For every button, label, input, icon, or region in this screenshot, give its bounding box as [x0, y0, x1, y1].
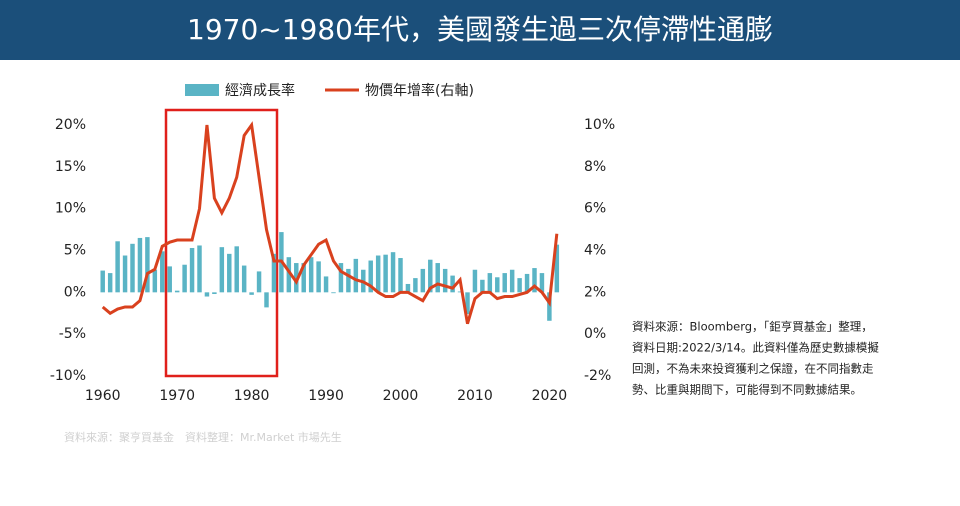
- bar: [346, 268, 351, 293]
- bar: [286, 257, 292, 293]
- bar: [174, 290, 180, 293]
- bar: [375, 255, 381, 293]
- y-tick-label: -10%: [50, 368, 86, 384]
- bar: [435, 263, 440, 293]
- bar: [442, 268, 448, 293]
- bar: [457, 291, 463, 293]
- bar: [107, 273, 113, 293]
- y-tick-label: 0%: [64, 284, 86, 300]
- y-tick-label: 15%: [55, 159, 86, 175]
- title-bar: [0, 0, 960, 60]
- bar: [547, 292, 552, 321]
- bar: [167, 266, 172, 293]
- y2-tick-label: 4%: [584, 243, 606, 259]
- bar: [241, 265, 247, 293]
- bar: [509, 269, 515, 293]
- bar: [413, 278, 418, 293]
- chart-title: 1970~1980年代，美國發生過三次停滯性通膨: [187, 13, 773, 46]
- bar: [227, 253, 232, 293]
- y2-tick-label: 2%: [584, 284, 606, 300]
- bar: [316, 261, 321, 293]
- bar: [271, 253, 277, 293]
- legend-label: 物價年增率(右軸): [365, 82, 474, 99]
- bar: [212, 292, 217, 295]
- highlight-box: [164, 108, 279, 378]
- note-line: 回測，不為未來投資獲利之保證，在不同指數走: [632, 362, 874, 376]
- note-line: 勢、比重與期間下，可能得到不同數據結果。: [632, 383, 862, 397]
- bar: [338, 263, 344, 293]
- bar: [517, 278, 522, 293]
- bar: [264, 292, 269, 308]
- bar: [502, 273, 507, 293]
- y2-tick-label: -2%: [584, 368, 611, 384]
- bar: [353, 258, 359, 293]
- legend-swatch: [185, 84, 219, 96]
- bar: [197, 245, 202, 293]
- bar: [405, 283, 411, 293]
- bar: [480, 279, 485, 293]
- bar: [100, 270, 105, 293]
- x-tick-label: 1960: [85, 388, 121, 404]
- bar: [204, 292, 210, 297]
- bar: [115, 241, 120, 293]
- y2-tick-label: 10%: [584, 117, 615, 133]
- bar: [160, 251, 165, 293]
- x-tick-label: 2020: [532, 388, 568, 404]
- line: [101, 121, 559, 325]
- bar: [122, 255, 128, 293]
- y-tick-label: -5%: [59, 326, 86, 342]
- y2-tick-label: 8%: [584, 159, 606, 175]
- bar: [390, 252, 396, 293]
- y-tick-label: 5%: [64, 243, 86, 259]
- x-tick-label: 2010: [457, 388, 493, 404]
- bar: [472, 269, 478, 293]
- bar: [495, 277, 500, 293]
- bar: [539, 273, 545, 293]
- bar: [301, 263, 306, 293]
- bar: [256, 271, 262, 293]
- bar: [294, 263, 299, 293]
- bar: [308, 257, 314, 293]
- bar: [152, 269, 158, 293]
- bar: [249, 292, 254, 295]
- bar: [450, 275, 455, 293]
- bar: [420, 268, 426, 293]
- y2-tick-label: 0%: [584, 326, 606, 342]
- y-tick-label: 20%: [55, 117, 86, 133]
- bar: [137, 237, 143, 293]
- bar: [487, 273, 493, 293]
- legend-label: 經濟成長率: [225, 82, 295, 99]
- note-line: 資料日期:2022/3/14。此資料僅為歷史數據模擬: [632, 341, 879, 355]
- x-tick-label: 1970: [159, 388, 195, 404]
- bar: [524, 273, 530, 293]
- bar: [130, 243, 135, 293]
- bar: [219, 247, 225, 293]
- source: 資料來源：聚亨買基金 資料整理：Mr.Market 市場先生: [64, 430, 342, 444]
- bar: [145, 237, 150, 293]
- bar: [331, 292, 336, 294]
- bar: [368, 260, 373, 293]
- bar: [182, 264, 187, 293]
- bar: [323, 276, 329, 293]
- note-line: 資料來源：Bloomberg，「鉅亨買基金」整理，: [632, 320, 873, 334]
- bar: [234, 246, 239, 293]
- y2-tick-label: 6%: [584, 201, 606, 217]
- bar: [532, 268, 537, 293]
- y-tick-label: 10%: [55, 201, 86, 217]
- bar: [554, 244, 560, 293]
- bar: [465, 292, 470, 315]
- bar: [189, 247, 195, 293]
- x-tick-label: 1980: [234, 388, 270, 404]
- x-tick-label: 2000: [383, 388, 419, 404]
- bar: [428, 259, 433, 293]
- bar: [383, 254, 388, 293]
- x-tick-label: 1990: [308, 388, 344, 404]
- bar: [398, 258, 403, 293]
